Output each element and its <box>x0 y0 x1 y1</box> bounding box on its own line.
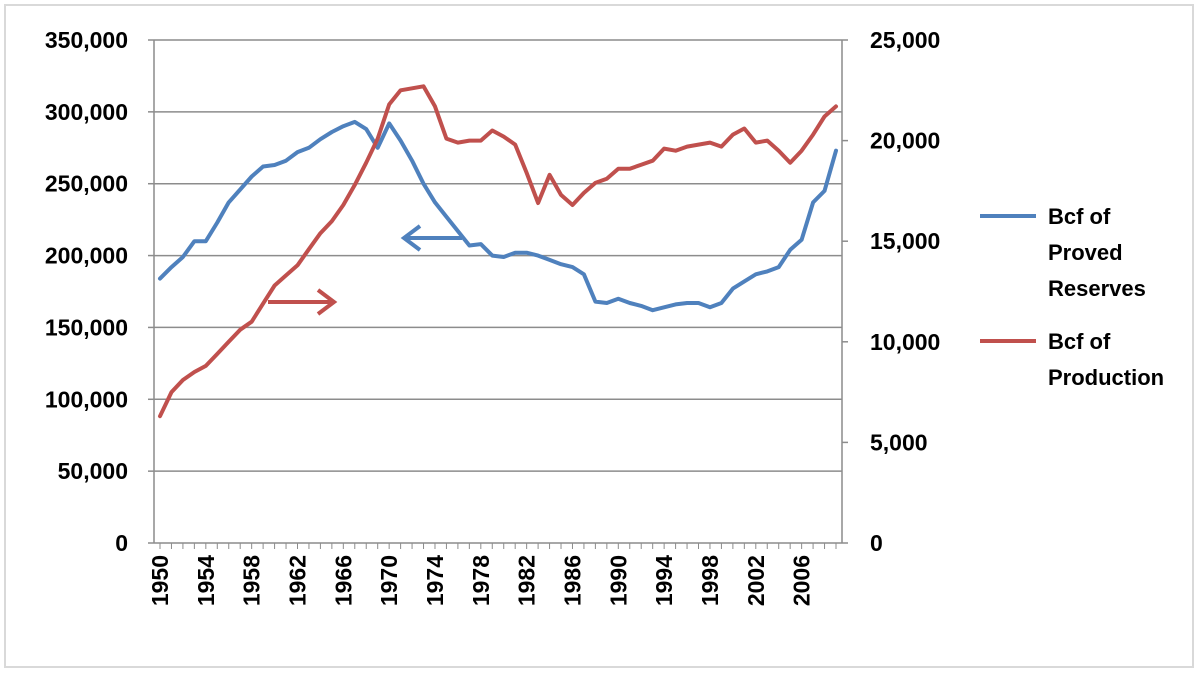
legend-label: Production <box>1048 365 1164 390</box>
x-axis-ticks: 1950 1954 1958 1962 1966 1970 1974 1978 1982 1986… <box>147 555 815 606</box>
legend-label: Reserves <box>1048 276 1146 301</box>
right-tick-label: 10,000 <box>870 329 940 355</box>
series-line-production <box>158 84 838 419</box>
right-tick-label: 15,000 <box>870 228 940 254</box>
chart-frame <box>4 4 1194 668</box>
arrow-left-annotation <box>400 224 462 252</box>
x-tick-label: 1954 <box>193 555 219 606</box>
axes <box>153 40 843 549</box>
x-tick-label: 1966 <box>330 555 356 606</box>
x-tick-label: 1974 <box>422 555 448 606</box>
gridlines <box>154 39 842 472</box>
left-tick-label: 0 <box>115 530 128 556</box>
right-tick-label: 25,000 <box>870 27 940 53</box>
x-tick-label: 1970 <box>376 555 402 606</box>
left-tick-label: 150,000 <box>45 314 128 340</box>
legend-label: Proved <box>1048 240 1123 265</box>
series-layer <box>158 84 838 419</box>
left-tick-label: 50,000 <box>58 458 128 484</box>
x-tick-label: 2006 <box>789 555 815 606</box>
series-line-proved-reserves <box>158 119 838 313</box>
right-tick-label: 0 <box>870 530 883 556</box>
legend-label: Bcf of <box>1048 329 1111 354</box>
x-tick-label: 1990 <box>605 555 631 606</box>
x-tick-label: 1986 <box>559 555 585 606</box>
x-tick-label: 1982 <box>514 555 540 606</box>
x-tick-label: 1950 <box>147 555 173 606</box>
legend: Bcf of Proved Reserves Bcf of Production <box>980 204 1164 390</box>
x-tick-label: 1998 <box>697 555 723 606</box>
x-tick-label: 1958 <box>239 555 265 606</box>
annotation-layer <box>268 224 462 316</box>
left-tick-label: 100,000 <box>45 386 128 412</box>
x-tick-label: 1978 <box>468 555 494 606</box>
left-axis-ticks: 0 50,000 100,000 150,000 200,000 250,000 300,0… <box>45 27 154 556</box>
right-tick-label: 20,000 <box>870 128 940 154</box>
right-axis-ticks: 0 5,000 10,000 15,000 20,000 25,000 <box>842 27 940 556</box>
left-tick-label: 250,000 <box>45 171 128 197</box>
arrow-right-annotation <box>268 288 338 316</box>
x-tick-label: 2002 <box>743 555 769 606</box>
x-tick-label: 1962 <box>284 555 310 606</box>
right-tick-label: 5,000 <box>870 429 928 455</box>
x-tick-label: 1994 <box>651 555 677 606</box>
left-tick-label: 200,000 <box>45 243 128 269</box>
left-tick-label: 300,000 <box>45 99 128 125</box>
left-tick-label: 350,000 <box>45 27 128 53</box>
legend-label: Bcf of <box>1048 204 1111 229</box>
